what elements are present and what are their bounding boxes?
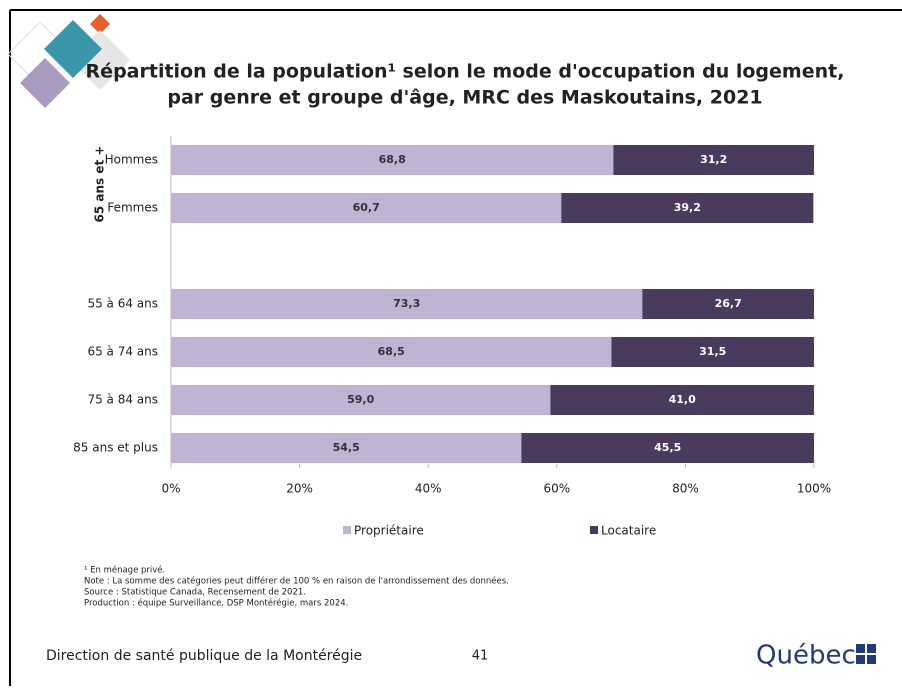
data-label: 31,5 bbox=[699, 345, 726, 358]
x-tick-label: 60% bbox=[543, 482, 570, 496]
x-tick-label: 40% bbox=[415, 482, 442, 496]
y-tick-label: 55 à 64 ans bbox=[87, 297, 158, 311]
chart-title: Répartition de la population¹ selon le m… bbox=[86, 61, 845, 83]
decoration bbox=[7, 14, 130, 108]
bar-segment bbox=[561, 193, 814, 223]
bar-segment bbox=[642, 289, 814, 319]
data-label: 68,5 bbox=[378, 345, 405, 358]
y-tick-label: 85 ans et plus bbox=[73, 441, 158, 455]
data-label: 41,0 bbox=[669, 393, 696, 406]
bar-segment bbox=[611, 337, 814, 367]
data-label: 54,5 bbox=[333, 441, 360, 454]
x-tick-label: 80% bbox=[672, 482, 699, 496]
group-label: 65 ans et + bbox=[93, 146, 107, 223]
footnote: ¹ En ménage privé. bbox=[84, 565, 165, 576]
data-label: 31,2 bbox=[700, 153, 727, 166]
bar-segment bbox=[171, 289, 643, 319]
legend-swatch bbox=[590, 526, 598, 534]
data-label: 60,7 bbox=[353, 201, 380, 214]
data-label: 26,7 bbox=[715, 297, 742, 310]
page-number: 41 bbox=[472, 649, 489, 664]
y-tick-label: 65 à 74 ans bbox=[87, 345, 158, 359]
y-tick-label: Hommes bbox=[105, 153, 158, 167]
bar-segment bbox=[171, 145, 614, 175]
bar-segment bbox=[171, 385, 551, 415]
footnote: Source : Statistique Canada, Recensement… bbox=[84, 588, 306, 598]
bar-segment bbox=[171, 193, 562, 223]
data-label: 39,2 bbox=[674, 201, 701, 214]
data-label: 68,8 bbox=[379, 153, 406, 166]
data-label: 73,3 bbox=[393, 297, 420, 310]
data-label: 59,0 bbox=[347, 393, 374, 406]
legend-label: Locataire bbox=[601, 524, 656, 538]
bar-segment bbox=[550, 385, 814, 415]
bar-segment bbox=[613, 145, 814, 175]
legend-label: Propriétaire bbox=[354, 524, 424, 538]
chart-title: par genre et groupe d'âge, MRC des Masko… bbox=[167, 87, 762, 109]
x-tick-label: 0% bbox=[161, 482, 180, 496]
footnote: Note : La somme des catégories peut diff… bbox=[84, 576, 509, 587]
y-tick-label: Femmes bbox=[107, 201, 158, 215]
data-label: 45,5 bbox=[654, 441, 681, 454]
footnote: Production : équipe Surveillance, DSP Mo… bbox=[84, 598, 348, 609]
x-tick-label: 100% bbox=[797, 482, 831, 496]
bar-segment bbox=[171, 337, 612, 367]
y-tick-label: 75 à 84 ans bbox=[87, 393, 158, 407]
bar-segment bbox=[521, 433, 814, 463]
logo-flag bbox=[856, 644, 876, 664]
legend-swatch bbox=[343, 526, 351, 534]
footer-org: Direction de santé publique de la Montér… bbox=[46, 648, 362, 664]
logo: Québec bbox=[756, 641, 856, 671]
bar-segment bbox=[171, 433, 522, 463]
x-tick-label: 20% bbox=[286, 482, 313, 496]
